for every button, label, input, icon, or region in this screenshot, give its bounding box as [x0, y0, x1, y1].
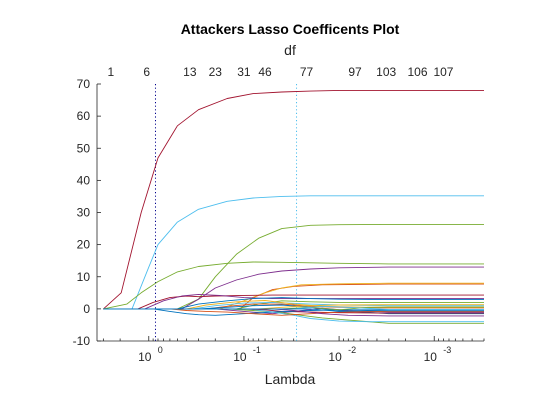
x-tick-label: 10	[424, 350, 438, 364]
coefficient-path	[103, 308, 484, 316]
df-tick-label: 46	[258, 65, 272, 79]
df-tick-label: 6	[143, 65, 150, 79]
y-tick-label: 60	[77, 109, 91, 123]
coefficient-path	[103, 223, 484, 310]
y-tick-label: 30	[77, 206, 91, 220]
x-tick-exponent: -1	[253, 345, 261, 355]
coefficient-path	[103, 195, 484, 310]
x-tick-exponent: -2	[348, 345, 356, 355]
df-tick-label: 1	[108, 65, 115, 79]
coefficient-path	[103, 294, 484, 310]
df-tick-label: 23	[209, 65, 223, 79]
y-tick-label: 50	[77, 141, 91, 155]
y-tick-label: 10	[77, 270, 91, 284]
x-tick-exponent: 0	[158, 345, 163, 355]
y-tick-label: 20	[77, 238, 91, 252]
df-tick-label: 103	[376, 65, 396, 79]
coefficient-path	[103, 266, 484, 310]
y-tick-label: 70	[77, 77, 91, 91]
chart-title: Attackers Lasso Coefficents Plot	[181, 21, 400, 37]
coefficient-path	[103, 293, 484, 310]
coefficient-path	[103, 308, 484, 316]
df-axis-label: df	[284, 42, 296, 58]
y-tick-label: -10	[73, 334, 91, 348]
coefficient-path	[103, 308, 484, 323]
x-tick-label: 10	[328, 350, 342, 364]
df-tick-label: 31	[237, 65, 251, 79]
y-tick-label: 40	[77, 173, 91, 187]
y-tick-label: 0	[83, 302, 90, 316]
df-tick-label: 13	[183, 65, 197, 79]
coefficient-path	[103, 300, 484, 310]
df-tick-label: 106	[407, 65, 427, 79]
coefficient-path	[103, 308, 484, 324]
plot-area: -10 0 10 20 30 40 50 60 70 10 0 10 -1 10 -2 10 -3 1 6 13 23 3…	[73, 65, 485, 364]
coefficient-path	[103, 308, 484, 312]
x-tick-exponent: -3	[443, 345, 451, 355]
df-tick-label: 107	[433, 65, 453, 79]
coefficient-path	[103, 301, 484, 310]
df-tick-label: 97	[348, 65, 362, 79]
coefficient-path	[103, 261, 484, 310]
df-tick-label: 77	[300, 65, 314, 79]
x-axis-label: Lambda	[265, 371, 316, 387]
x-tick-label: 10	[138, 350, 152, 364]
coefficient-path	[103, 297, 484, 310]
coefficient-path	[103, 89, 484, 310]
coefficient-path	[103, 300, 484, 310]
x-tick-label: 10	[233, 350, 247, 364]
